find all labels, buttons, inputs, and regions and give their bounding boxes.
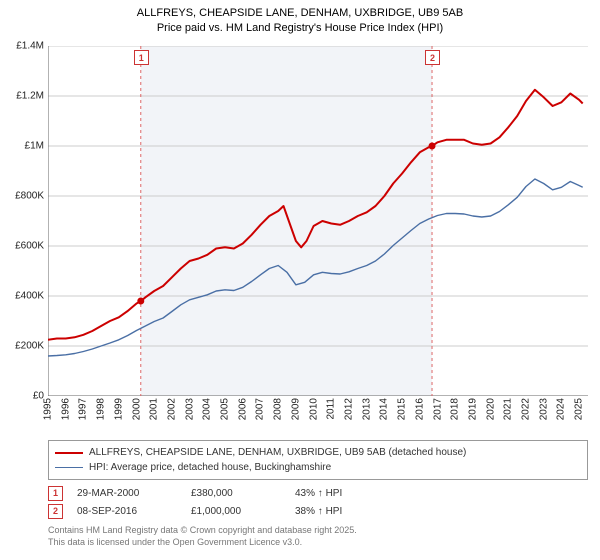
- x-tick-label: 2019: [467, 398, 478, 420]
- x-tick-label: 1999: [113, 398, 124, 420]
- x-tick-label: 2014: [379, 398, 390, 420]
- legend-row: ALLFREYS, CHEAPSIDE LANE, DENHAM, UXBRID…: [55, 445, 581, 460]
- sale-marker-1: 1: [134, 50, 149, 65]
- x-tick-label: 2017: [432, 398, 443, 420]
- legend-label: HPI: Average price, detached house, Buck…: [89, 460, 331, 475]
- legend-swatch: [55, 452, 83, 454]
- y-tick-label: £400K: [0, 291, 44, 302]
- legend: ALLFREYS, CHEAPSIDE LANE, DENHAM, UXBRID…: [48, 440, 588, 480]
- x-tick-label: 1996: [60, 398, 71, 420]
- sale-marker-box: 2: [48, 504, 63, 519]
- x-tick-label: 1998: [96, 398, 107, 420]
- x-tick-label: 2007: [255, 398, 266, 420]
- credits-line1: Contains HM Land Registry data © Crown c…: [48, 524, 588, 536]
- x-tick-label: 1995: [43, 398, 54, 420]
- x-tick-label: 2013: [361, 398, 372, 420]
- x-tick-label: 2010: [308, 398, 319, 420]
- sale-marker-2: 2: [425, 50, 440, 65]
- credits-line2: This data is licensed under the Open Gov…: [48, 536, 588, 548]
- x-tick-label: 2024: [556, 398, 567, 420]
- x-tick-label: 2016: [414, 398, 425, 420]
- x-tick-label: 2005: [220, 398, 231, 420]
- x-tick-label: 2004: [202, 398, 213, 420]
- x-tick-label: 2002: [166, 398, 177, 420]
- y-tick-label: £600K: [0, 241, 44, 252]
- legend-row: HPI: Average price, detached house, Buck…: [55, 460, 581, 475]
- sale-price: £380,000: [191, 488, 281, 499]
- sale-date: 08-SEP-2016: [77, 506, 177, 517]
- chart-container: ALLFREYS, CHEAPSIDE LANE, DENHAM, UXBRID…: [0, 0, 600, 560]
- sale-row: 2 08-SEP-2016 £1,000,000 38% ↑ HPI: [48, 502, 588, 520]
- x-tick-label: 2020: [485, 398, 496, 420]
- sale-marker-box: 1: [48, 486, 63, 501]
- y-tick-label: £0: [0, 391, 44, 402]
- x-tick-label: 2018: [450, 398, 461, 420]
- y-tick-label: £200K: [0, 341, 44, 352]
- x-tick-label: 2000: [131, 398, 142, 420]
- title-line2: Price paid vs. HM Land Registry's House …: [0, 21, 600, 36]
- x-tick-label: 2012: [343, 398, 354, 420]
- x-tick-label: 2025: [574, 398, 585, 420]
- x-tick-label: 2021: [503, 398, 514, 420]
- x-tick-label: 2015: [397, 398, 408, 420]
- y-tick-label: £800K: [0, 191, 44, 202]
- sale-price: £1,000,000: [191, 506, 281, 517]
- y-tick-label: £1.4M: [0, 41, 44, 52]
- x-tick-label: 2011: [326, 398, 337, 420]
- y-tick-label: £1M: [0, 141, 44, 152]
- legend-swatch: [55, 467, 83, 468]
- plot-area: [48, 46, 588, 396]
- x-tick-label: 2008: [273, 398, 284, 420]
- x-tick-label: 2003: [184, 398, 195, 420]
- x-tick-label: 2023: [538, 398, 549, 420]
- y-tick-label: £1.2M: [0, 91, 44, 102]
- chart-title-block: ALLFREYS, CHEAPSIDE LANE, DENHAM, UXBRID…: [0, 0, 600, 36]
- sale-date: 29-MAR-2000: [77, 488, 177, 499]
- x-tick-label: 2009: [290, 398, 301, 420]
- sale-row: 1 29-MAR-2000 £380,000 43% ↑ HPI: [48, 484, 588, 502]
- x-tick-label: 2001: [149, 398, 160, 420]
- x-tick-label: 2006: [237, 398, 248, 420]
- credits: Contains HM Land Registry data © Crown c…: [48, 524, 588, 548]
- sale-rows: 1 29-MAR-2000 £380,000 43% ↑ HPI 2 08-SEP-201…: [48, 484, 588, 520]
- x-tick-label: 1997: [78, 398, 89, 420]
- sale-pct: 43% ↑ HPI: [295, 488, 385, 499]
- plot-svg: [48, 46, 588, 396]
- x-tick-label: 2022: [521, 398, 532, 420]
- title-line1: ALLFREYS, CHEAPSIDE LANE, DENHAM, UXBRID…: [0, 6, 600, 21]
- sale-pct: 38% ↑ HPI: [295, 506, 385, 517]
- legend-label: ALLFREYS, CHEAPSIDE LANE, DENHAM, UXBRID…: [89, 445, 466, 460]
